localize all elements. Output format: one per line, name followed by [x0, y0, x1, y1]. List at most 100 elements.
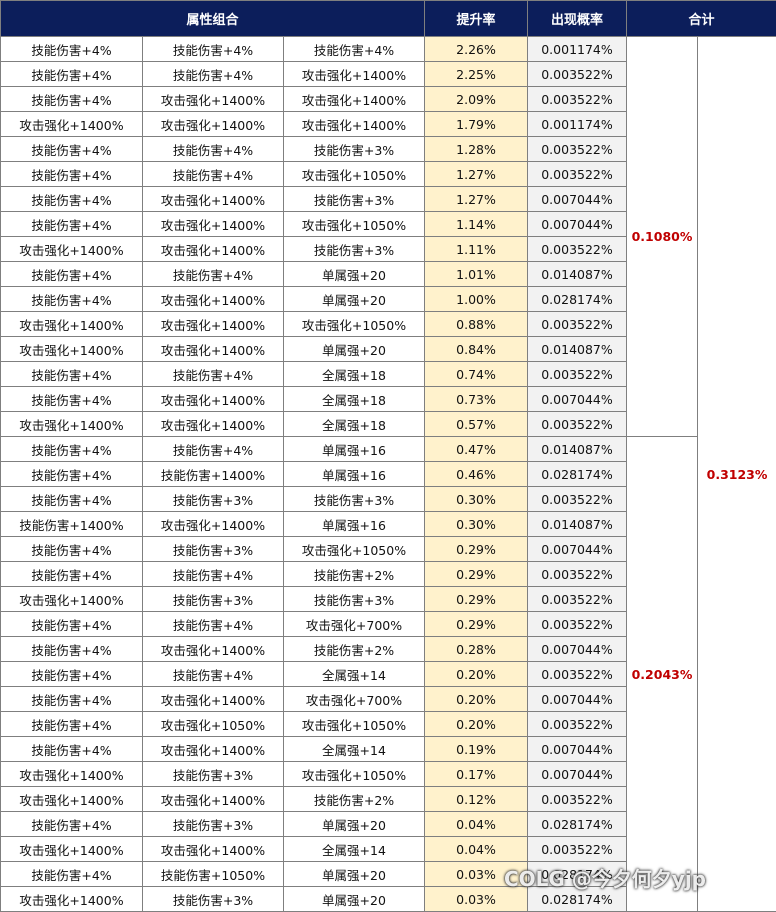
rate-cell: 1.11%: [424, 236, 528, 262]
attribute-cell: 技能伤害+4%: [142, 361, 284, 387]
attribute-cell: 攻击强化+1050%: [283, 311, 425, 337]
attribute-cell: 技能伤害+3%: [142, 811, 284, 837]
attribute-cell: 技能伤害+4%: [142, 161, 284, 187]
attribute-cell: 全属强+14: [283, 661, 425, 687]
table-row: 技能伤害+4% 攻击强化+1400% 单属强+20 1.00% 0.028174%: [0, 286, 776, 312]
probability-cell: 0.003522%: [527, 136, 627, 162]
attribute-cell: 攻击强化+1400%: [142, 336, 284, 362]
rate-cell: 0.46%: [424, 461, 528, 487]
rate-cell: 0.84%: [424, 336, 528, 362]
attribute-cell: 攻击强化+1400%: [142, 111, 284, 137]
attribute-cell: 技能伤害+3%: [283, 586, 425, 612]
probability-cell: 0.001174%: [527, 36, 627, 62]
rate-cell: 1.27%: [424, 161, 528, 187]
table-row: 技能伤害+4% 攻击强化+1400% 技能伤害+2% 0.28% 0.007044%: [0, 636, 776, 662]
table-row: 技能伤害+4% 技能伤害+1400% 单属强+16 0.46% 0.028174%: [0, 461, 776, 487]
attribute-cell: 攻击强化+1400%: [0, 786, 143, 812]
attribute-cell: 全属强+18: [283, 386, 425, 412]
rate-cell: 0.30%: [424, 511, 528, 537]
probability-cell: 0.014087%: [527, 511, 627, 537]
attribute-cell: 技能伤害+4%: [142, 136, 284, 162]
probability-cell: 0.003522%: [527, 486, 627, 512]
attribute-cell: 技能伤害+4%: [0, 436, 143, 462]
attribute-cell: 技能伤害+4%: [0, 386, 143, 412]
probability-cell: 0.014087%: [527, 436, 627, 462]
attribute-cell: 技能伤害+1050%: [142, 861, 284, 887]
table-row: 技能伤害+4% 技能伤害+4% 技能伤害+3% 1.28% 0.003522%: [0, 136, 776, 162]
attribute-cell: 攻击强化+1050%: [283, 536, 425, 562]
rate-cell: 0.19%: [424, 736, 528, 762]
attribute-cell: 单属强+20: [283, 861, 425, 887]
attribute-cell: 技能伤害+4%: [0, 461, 143, 487]
attribute-cell: 技能伤害+4%: [283, 36, 425, 62]
probability-cell: 0.028174%: [527, 461, 627, 487]
attribute-cell: 单属强+20: [283, 261, 425, 287]
attribute-cell: 攻击强化+1400%: [0, 311, 143, 337]
table-header: 属性组合 提升率 出现概率 合计: [0, 0, 776, 37]
attribute-cell: 技能伤害+3%: [142, 761, 284, 787]
probability-cell: 0.003522%: [527, 586, 627, 612]
attribute-cell: 单属强+16: [283, 511, 425, 537]
attribute-cell: 攻击强化+1400%: [0, 411, 143, 437]
table-row: 攻击强化+1400% 攻击强化+1400% 技能伤害+3% 1.11% 0.003522…: [0, 236, 776, 262]
attribute-cell: 全属强+18: [283, 361, 425, 387]
attribute-cell: 技能伤害+4%: [0, 136, 143, 162]
rate-cell: 0.20%: [424, 686, 528, 712]
probability-cell: 0.003522%: [527, 786, 627, 812]
probability-cell: 0.007044%: [527, 736, 627, 762]
attribute-cell: 技能伤害+4%: [0, 811, 143, 837]
attribute-cell: 技能伤害+4%: [142, 36, 284, 62]
rate-cell: 0.04%: [424, 836, 528, 862]
attribute-cell: 技能伤害+4%: [0, 636, 143, 662]
attribute-cell: 技能伤害+2%: [283, 561, 425, 587]
table-row: 攻击强化+1400% 技能伤害+3% 攻击强化+1050% 0.17% 0.007044…: [0, 761, 776, 787]
header-row: 属性组合 提升率 出现概率 合计: [0, 0, 776, 37]
header-cell: 合计: [625, 0, 776, 37]
rate-cell: 0.29%: [424, 611, 528, 637]
attribute-cell: 技能伤害+4%: [0, 36, 143, 62]
table-row: 技能伤害+4% 技能伤害+4% 攻击强化+1050% 1.27% 0.003522%: [0, 161, 776, 187]
attribute-cell: 技能伤害+4%: [0, 536, 143, 562]
rate-cell: 0.20%: [424, 711, 528, 737]
header-cell: 属性组合: [0, 0, 425, 37]
probability-cell: 0.003522%: [527, 561, 627, 587]
attribute-cell: 攻击强化+700%: [283, 686, 425, 712]
grand-total-cell: 0.3123%: [696, 36, 776, 912]
attribute-cell: 技能伤害+4%: [0, 211, 143, 237]
probability-cell: 0.003522%: [527, 61, 627, 87]
table-row: 技能伤害+4% 技能伤害+4% 技能伤害+4% 2.26% 0.001174% 0.108…: [0, 36, 776, 912]
attribute-cell: 技能伤害+1400%: [142, 461, 284, 487]
rate-cell: 1.01%: [424, 261, 528, 287]
attribute-cell: 技能伤害+4%: [142, 61, 284, 87]
attribute-cell: 技能伤害+2%: [283, 786, 425, 812]
probability-cell: 0.007044%: [527, 686, 627, 712]
attribute-cell: 技能伤害+4%: [142, 561, 284, 587]
rate-cell: 0.73%: [424, 386, 528, 412]
probability-cell: 0.003522%: [527, 311, 627, 337]
attribute-cell: 技能伤害+4%: [0, 611, 143, 637]
attribute-cell: 技能伤害+4%: [0, 161, 143, 187]
probability-cell: 0.003522%: [527, 661, 627, 687]
attribute-cell: 攻击强化+1400%: [142, 211, 284, 237]
probability-cell: 0.028174%: [527, 286, 627, 312]
attribute-cell: 技能伤害+3%: [142, 586, 284, 612]
attribute-cell: 单属强+16: [283, 461, 425, 487]
probability-cell: 0.007044%: [527, 761, 627, 787]
attribute-cell: 攻击强化+1400%: [142, 686, 284, 712]
attribute-cell: 攻击强化+1400%: [142, 86, 284, 112]
attribute-cell: 攻击强化+1050%: [283, 761, 425, 787]
attribute-cell: 技能伤害+4%: [0, 736, 143, 762]
probability-cell: 0.003522%: [527, 236, 627, 262]
attribute-cell: 攻击强化+1400%: [142, 411, 284, 437]
rate-cell: 1.28%: [424, 136, 528, 162]
probability-cell: 0.003522%: [527, 86, 627, 112]
attribute-cell: 技能伤害+4%: [0, 861, 143, 887]
attribute-cell: 攻击强化+1400%: [142, 511, 284, 537]
attribute-cell: 攻击强化+1400%: [283, 86, 425, 112]
table-row: 技能伤害+4% 攻击强化+1400% 全属强+18 0.73% 0.007044%: [0, 386, 776, 412]
attribute-cell: 攻击强化+1400%: [142, 186, 284, 212]
probability-cell: 0.003522%: [527, 711, 627, 737]
attribute-cell: 攻击强化+1400%: [283, 61, 425, 87]
rate-cell: 0.04%: [424, 811, 528, 837]
